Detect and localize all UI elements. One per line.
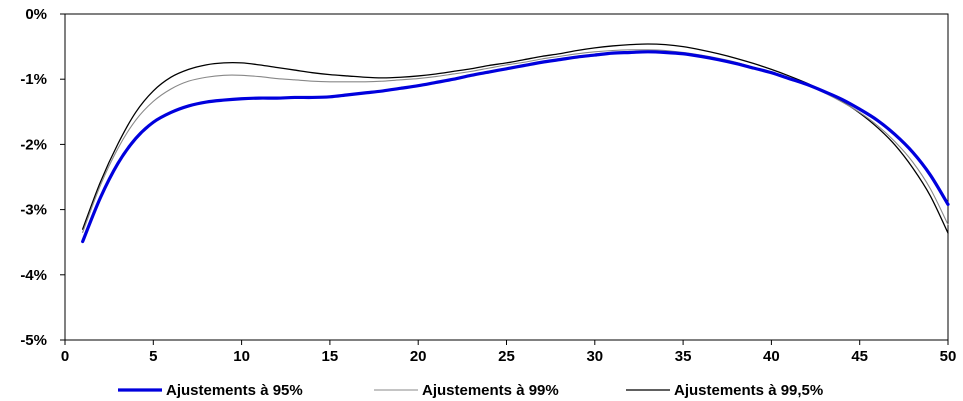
y-tick-label: 0% bbox=[25, 6, 47, 23]
series-line-99 bbox=[82, 49, 949, 233]
y-tick-label: -4% bbox=[20, 267, 47, 284]
legend: Ajustements à 95% Ajustements à 99% Ajuste… bbox=[118, 382, 823, 399]
legend-item-99-5-label: Ajustements à 99,5% bbox=[674, 382, 823, 399]
series-line-95 bbox=[81, 50, 950, 244]
y-tick-label: -5% bbox=[20, 332, 47, 349]
x-tick-label: 5 bbox=[149, 348, 157, 365]
x-tick-label: 25 bbox=[498, 348, 515, 365]
legend-item-99-label: Ajustements à 99% bbox=[422, 382, 559, 399]
x-tick-label: 20 bbox=[410, 348, 427, 365]
x-tick-label: 45 bbox=[851, 348, 868, 365]
x-tick-label: 0 bbox=[61, 348, 69, 365]
y-tick-label: -1% bbox=[20, 71, 47, 88]
x-tick-label: 35 bbox=[675, 348, 692, 365]
x-tick-label: 10 bbox=[233, 348, 250, 365]
legend-item-95-label: Ajustements à 95% bbox=[166, 382, 303, 399]
x-tick-label: 50 bbox=[940, 348, 957, 365]
x-tick-label: 15 bbox=[322, 348, 339, 365]
x-axis: 0 5 10 15 20 25 30 35 40 45 50 bbox=[61, 340, 957, 365]
series-lines bbox=[81, 43, 950, 244]
x-tick-label: 40 bbox=[763, 348, 780, 365]
y-tick-label: -2% bbox=[20, 136, 47, 153]
y-tick-label: -3% bbox=[20, 202, 47, 219]
y-axis: 0% -1% -2% -3% -4% -5% bbox=[20, 6, 65, 349]
x-tick-label: 30 bbox=[586, 348, 603, 365]
series-line-99-5 bbox=[82, 43, 949, 234]
